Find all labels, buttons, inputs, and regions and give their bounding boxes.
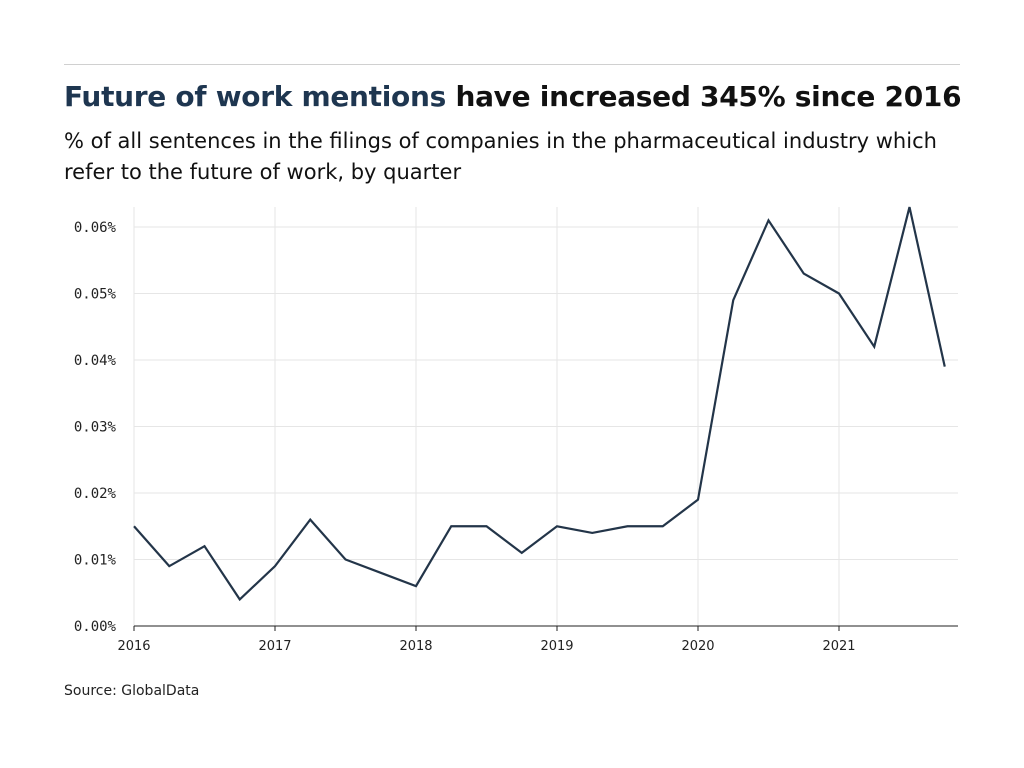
x-tick-label: 2016	[117, 639, 150, 654]
y-tick-label: 0.05%	[74, 287, 117, 303]
y-tick-label: 0.02%	[74, 486, 117, 502]
x-tick-label: 2021	[822, 639, 855, 654]
top-rule	[64, 64, 960, 65]
y-tick-label: 0.04%	[74, 353, 117, 369]
x-tick-label: 2019	[540, 639, 573, 654]
x-tick-label: 2020	[681, 639, 714, 654]
source-note: Source: GlobalData	[64, 683, 200, 699]
series-line	[133, 206, 946, 602]
chart-subtitle: % of all sentences in the filings of com…	[64, 129, 937, 184]
title-rest: have increased 345% since 2016	[446, 80, 962, 113]
chart-title: Future of work mentions have increased 3…	[64, 80, 962, 113]
y-tick-label: 0.01%	[74, 553, 117, 569]
x-tick-label: 2018	[399, 639, 432, 654]
y-tick-label: 0.03%	[74, 420, 117, 436]
x-tick-label: 2017	[258, 639, 291, 654]
title-highlight: Future of work mentions	[64, 80, 446, 113]
y-tick-label: 0.00%	[74, 619, 117, 635]
y-tick-label: 0.06%	[74, 220, 117, 236]
